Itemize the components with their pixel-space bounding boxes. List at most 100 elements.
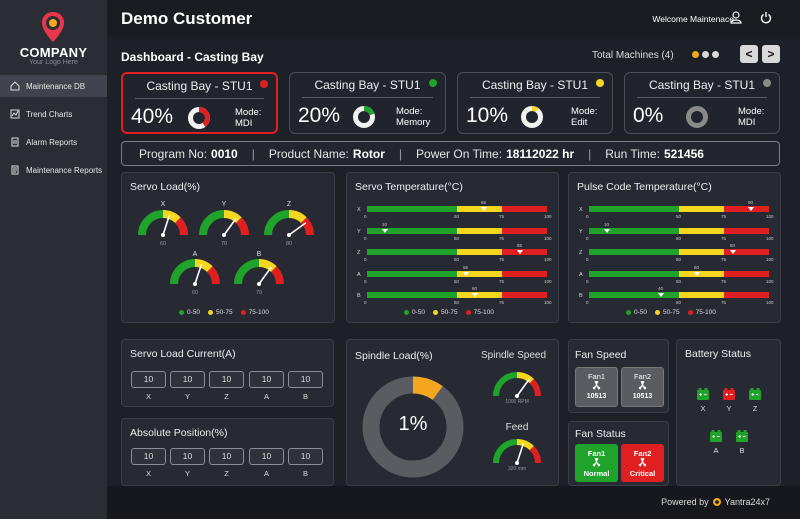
legend-swatch: [655, 310, 661, 315]
power-icon[interactable]: [760, 11, 772, 24]
spindle-speed-title: Spindle Speed: [481, 350, 547, 361]
axis-label: X: [145, 469, 151, 478]
gauge-segment: [138, 210, 164, 236]
battery-terminal: [711, 430, 715, 433]
bar-axis-label: A: [357, 272, 361, 278]
bar-segment: [589, 292, 679, 298]
gauge-value: 60: [159, 241, 167, 247]
fan-icon: [638, 380, 647, 390]
battery-label: A: [713, 446, 719, 455]
bar-value: 10: [382, 222, 388, 227]
servo-temperature-panel: Servo Temperature(°C) 0-50 50-75 75-100 …: [346, 172, 559, 323]
user-icon[interactable]: [730, 11, 742, 24]
bar-tick: 75: [721, 257, 727, 262]
battery-polarity: [725, 393, 733, 396]
bar-value: 60: [694, 265, 700, 270]
machine-percent: 10%: [466, 104, 509, 127]
bar-tick: 0: [364, 214, 367, 219]
power-label: Power On Time:: [416, 146, 503, 161]
value-box: 10: [170, 371, 205, 388]
machine-card[interactable]: Casting Bay - STU1 0% Mode: MDI: [624, 72, 780, 134]
machine-mode: Mode: MDI: [738, 106, 765, 128]
bar-segment: [589, 206, 679, 212]
bar-value: 40: [658, 286, 664, 291]
prev-button[interactable]: <: [740, 45, 758, 63]
axis-label: X: [145, 392, 151, 401]
machine-mode: Mode: Edit: [571, 106, 598, 128]
bar-tick: 50: [676, 279, 682, 284]
gauge-segment: [300, 217, 314, 236]
pager-dot[interactable]: [692, 51, 699, 58]
battery-icon: [736, 430, 748, 442]
gauge-segment: [529, 379, 541, 397]
machine-name: Casting Bay - STU1: [314, 78, 421, 92]
nav-alarm-reports[interactable]: Alarm Reports: [0, 131, 107, 153]
bar-tick: 50: [454, 279, 460, 284]
machine-card[interactable]: Casting Bay - STU1 40% Mode: MDI: [121, 72, 278, 134]
temperature-bar: [367, 292, 547, 298]
legend-swatch: [465, 310, 471, 315]
bar-tick: 75: [499, 300, 505, 305]
run-value: 521456: [663, 146, 704, 161]
bar-marker: [517, 250, 523, 254]
bar-segment: [457, 249, 502, 255]
battery-terminal: [737, 430, 741, 433]
bar-segment: [589, 271, 679, 277]
bar-segment: [679, 249, 724, 255]
bar-tick: 50: [454, 300, 460, 305]
nav-maintenance-db[interactable]: Maintenance DB: [0, 75, 107, 97]
next-button[interactable]: >: [762, 45, 780, 63]
legend: 0-50 50-75 75-100: [404, 309, 494, 316]
legend-swatch: [433, 310, 439, 315]
info-bar: Program No: 0010 | Product Name: Rotor | P…: [121, 141, 780, 166]
nav-maintenance-reports[interactable]: Maintenance Reports: [0, 159, 107, 181]
machine-ring: [188, 107, 210, 129]
bar-segment: [367, 206, 457, 212]
bar-tick: 75: [499, 257, 505, 262]
temperature-bar: [589, 292, 769, 298]
value-box: 10: [249, 448, 284, 465]
value-box: 10: [209, 371, 244, 388]
nav-label: Trend Charts: [26, 109, 73, 119]
bar-tick: 0: [364, 257, 367, 262]
axis-label: A: [263, 392, 269, 401]
gauge-value: 70: [255, 290, 263, 296]
bar-axis-label: Y: [579, 229, 583, 235]
nav-trend-charts[interactable]: Trend Charts: [0, 103, 107, 125]
bar-tick: 75: [721, 214, 727, 219]
battery-label: B: [739, 446, 745, 455]
bar-axis-label: Y: [357, 229, 361, 235]
machine-percent: 20%: [298, 104, 341, 127]
battery-label: Y: [726, 404, 732, 413]
machine-name: Casting Bay - STU1: [481, 78, 589, 92]
gauge-segment: [234, 259, 260, 285]
machine-card[interactable]: Casting Bay - STU1 10% Mode: Edit: [457, 72, 613, 134]
pager-dot[interactable]: [712, 51, 719, 58]
gauge-label: B: [256, 251, 262, 258]
temperature-bar: [589, 206, 769, 212]
pulse-temperature-panel: Pulse Code Temperature(°C) 0-50 50-75 75…: [568, 172, 781, 323]
bar-marker: [472, 293, 478, 297]
program-label: Program No:: [139, 146, 208, 161]
bar-tick: 100: [544, 214, 552, 219]
divider: [470, 97, 600, 98]
battery-terminal: [730, 388, 734, 391]
bar-value: 55: [463, 265, 469, 270]
bar-tick: 100: [766, 300, 774, 305]
gauge-label: Z: [286, 201, 292, 208]
bar-tick: 75: [721, 300, 727, 305]
machine-card[interactable]: Casting Bay - STU1 20% Mode: Memory: [289, 72, 446, 134]
panel-title: Pulse Code Temperature(°C): [577, 181, 712, 193]
nav-label: Alarm Reports: [26, 137, 78, 147]
bar-value: 85: [517, 243, 523, 248]
bar-segment: [679, 271, 724, 277]
bar-segment: [589, 228, 679, 234]
bar-axis-label: X: [579, 207, 583, 213]
pager-dot[interactable]: [702, 51, 709, 58]
panel-title: Fan Status: [575, 428, 626, 440]
battery-body: [697, 390, 709, 400]
company-tagline: Your Logo Here: [29, 59, 78, 66]
spindle-speed-gauge: [493, 372, 541, 398]
gauge-segment: [235, 217, 249, 236]
gauge-hub: [193, 282, 197, 286]
